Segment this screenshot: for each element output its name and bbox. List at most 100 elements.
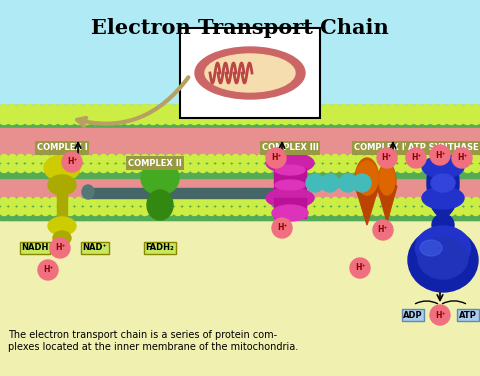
Text: H⁺: H⁺ [67, 158, 77, 167]
Circle shape [288, 105, 300, 115]
Circle shape [255, 105, 266, 115]
Circle shape [106, 114, 117, 124]
Circle shape [182, 164, 191, 173]
Text: FADH₂: FADH₂ [145, 244, 174, 253]
Circle shape [288, 114, 300, 124]
Circle shape [206, 155, 216, 164]
Circle shape [248, 197, 257, 206]
Circle shape [380, 197, 389, 206]
Circle shape [430, 197, 439, 206]
Circle shape [215, 206, 224, 215]
Ellipse shape [147, 190, 173, 220]
Circle shape [298, 197, 307, 206]
Circle shape [62, 152, 82, 172]
Circle shape [397, 197, 406, 206]
Circle shape [198, 197, 207, 206]
Circle shape [471, 155, 480, 164]
Circle shape [323, 164, 331, 173]
Circle shape [330, 105, 341, 115]
Circle shape [223, 164, 232, 173]
Circle shape [404, 114, 415, 124]
Circle shape [240, 164, 249, 173]
Circle shape [347, 197, 356, 206]
Circle shape [280, 114, 291, 124]
Circle shape [364, 164, 373, 173]
Circle shape [305, 114, 316, 124]
Circle shape [124, 206, 133, 215]
Ellipse shape [356, 161, 378, 195]
Circle shape [132, 164, 141, 173]
Circle shape [471, 164, 480, 173]
Circle shape [455, 197, 464, 206]
Circle shape [422, 197, 431, 206]
Circle shape [389, 155, 397, 164]
Text: COMPLEX III: COMPLEX III [262, 144, 318, 153]
Circle shape [7, 105, 18, 115]
Ellipse shape [420, 240, 442, 256]
Circle shape [74, 206, 83, 215]
Circle shape [223, 197, 232, 206]
Text: ADP: ADP [403, 311, 423, 320]
Circle shape [452, 148, 472, 168]
Circle shape [173, 155, 182, 164]
Circle shape [182, 155, 191, 164]
Circle shape [321, 174, 339, 192]
Circle shape [446, 155, 456, 164]
Circle shape [16, 164, 25, 173]
Circle shape [58, 155, 67, 164]
Circle shape [91, 164, 100, 173]
Circle shape [99, 164, 108, 173]
Circle shape [323, 206, 331, 215]
Circle shape [454, 114, 465, 124]
Circle shape [413, 164, 422, 173]
Circle shape [420, 114, 432, 124]
Circle shape [91, 197, 100, 206]
Circle shape [406, 148, 426, 168]
Circle shape [41, 206, 50, 215]
Bar [308, 179, 376, 187]
Circle shape [470, 105, 480, 115]
Text: COMPLEX I: COMPLEX I [36, 144, 87, 153]
Circle shape [74, 155, 83, 164]
Circle shape [57, 105, 68, 115]
Circle shape [347, 155, 356, 164]
Circle shape [32, 114, 43, 124]
Circle shape [16, 206, 25, 215]
Circle shape [190, 206, 199, 215]
Circle shape [264, 155, 274, 164]
Circle shape [38, 260, 58, 280]
Circle shape [256, 206, 265, 215]
Ellipse shape [292, 185, 304, 199]
Circle shape [264, 206, 274, 215]
Circle shape [272, 114, 283, 124]
Circle shape [372, 206, 381, 215]
Circle shape [239, 114, 250, 124]
Circle shape [273, 206, 282, 215]
Circle shape [438, 206, 447, 215]
Circle shape [41, 164, 50, 173]
Circle shape [297, 114, 308, 124]
Circle shape [148, 105, 158, 115]
Circle shape [339, 164, 348, 173]
Circle shape [240, 197, 249, 206]
Ellipse shape [275, 165, 305, 175]
Circle shape [182, 197, 191, 206]
Circle shape [412, 114, 423, 124]
Bar [57, 195, 67, 225]
Circle shape [471, 206, 480, 215]
Circle shape [24, 114, 35, 124]
Circle shape [231, 155, 240, 164]
Circle shape [247, 114, 258, 124]
Circle shape [131, 105, 142, 115]
Circle shape [165, 164, 174, 173]
Circle shape [24, 197, 34, 206]
Text: H⁺: H⁺ [43, 265, 53, 274]
Circle shape [322, 105, 332, 115]
Text: H⁺: H⁺ [435, 311, 445, 320]
Circle shape [379, 105, 390, 115]
Circle shape [0, 164, 9, 173]
Circle shape [107, 197, 116, 206]
Circle shape [149, 197, 157, 206]
Text: H⁺: H⁺ [457, 153, 467, 162]
Circle shape [83, 164, 91, 173]
